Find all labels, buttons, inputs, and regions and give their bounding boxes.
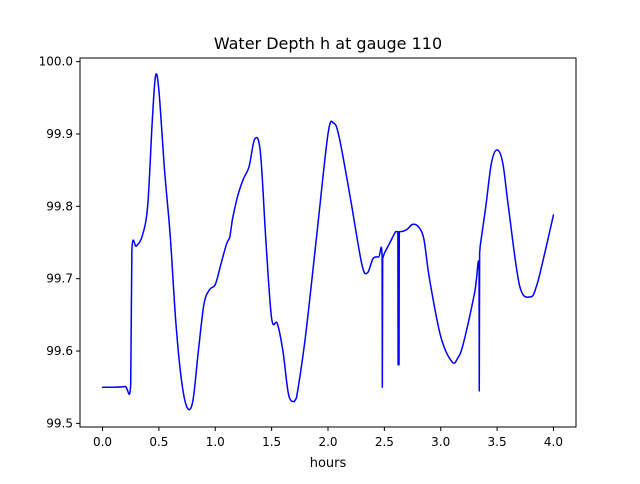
y-tick-label: 100.0	[39, 55, 73, 69]
x-tick-label: 0.5	[149, 435, 168, 449]
x-tick-label: 2.0	[318, 435, 337, 449]
chart-title: Water Depth h at gauge 110	[214, 34, 442, 53]
x-tick-label: 4.0	[544, 435, 563, 449]
plot-area	[80, 58, 576, 427]
series-layer	[101, 73, 555, 411]
x-axis-label: hours	[310, 456, 347, 471]
y-tick-label: 99.5	[46, 416, 73, 430]
plot-frame	[79, 57, 577, 428]
x-tick-label: 1.0	[206, 435, 225, 449]
y-tick-label: 99.7	[46, 272, 73, 286]
x-tick-label: 3.5	[488, 435, 507, 449]
series-line	[101, 73, 555, 411]
x-axis: 0.0 0.5 1.0 1.5 2.0 2.5 3.0 3.5 4.0	[93, 427, 563, 449]
x-tick-label: 1.5	[262, 435, 281, 449]
x-tick-label: 0.0	[93, 435, 112, 449]
y-tick-label: 99.9	[46, 127, 73, 141]
x-tick-label: 2.5	[375, 435, 394, 449]
y-axis: 99.5 99.6 99.7 99.8 99.9 100.0	[39, 55, 80, 430]
x-tick-label: 3.0	[431, 435, 450, 449]
y-tick-label: 99.8	[46, 199, 73, 213]
y-tick-label: 99.6	[46, 344, 73, 358]
